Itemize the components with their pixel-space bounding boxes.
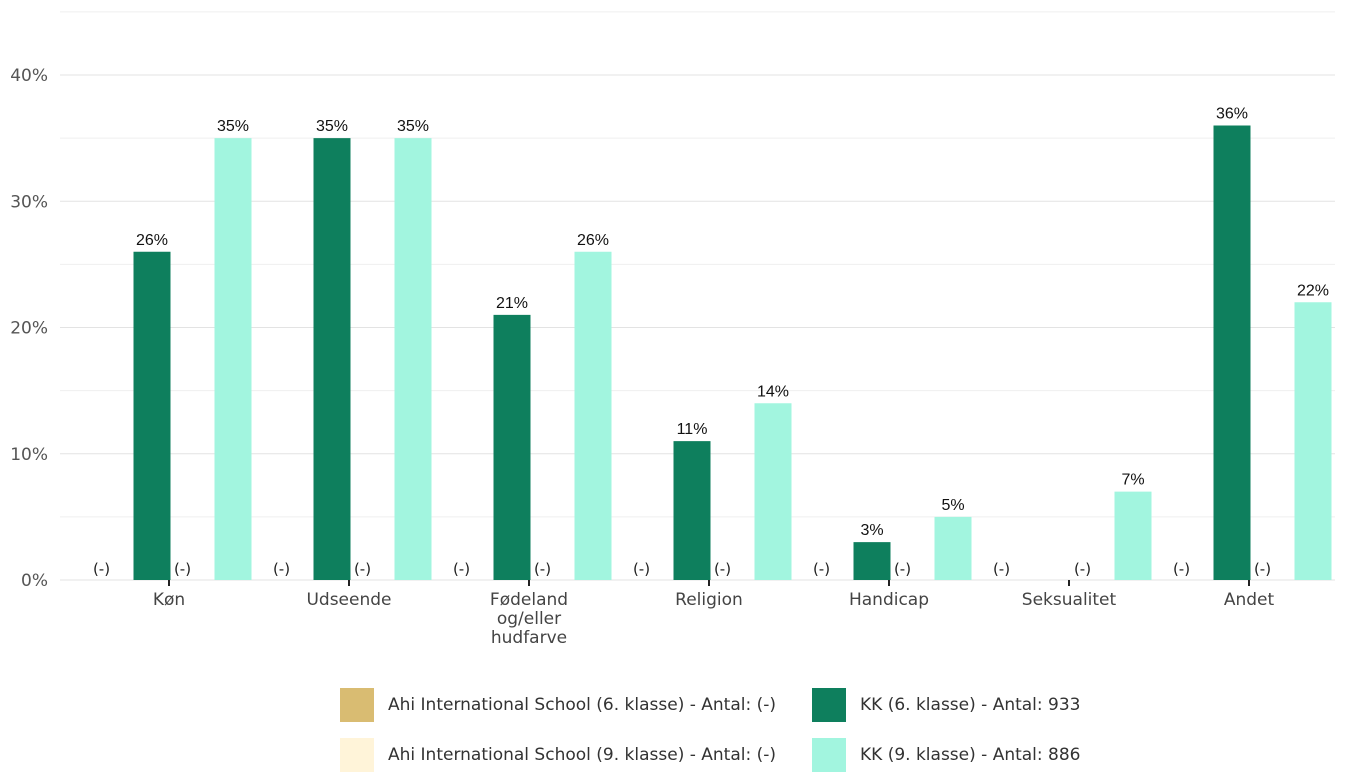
na-label: (-) bbox=[354, 560, 371, 578]
data-label: 14% bbox=[757, 383, 789, 400]
data-label: 36% bbox=[1216, 106, 1248, 123]
y-tick-label: 40% bbox=[10, 66, 48, 86]
na-label: (-) bbox=[93, 560, 110, 578]
bar bbox=[673, 441, 711, 580]
na-label: (-) bbox=[534, 560, 551, 578]
na-label: (-) bbox=[633, 560, 650, 578]
bar bbox=[574, 251, 612, 580]
legend-item-ahi-9[interactable]: Ahi International School (9. klasse) - A… bbox=[340, 738, 776, 772]
bar bbox=[133, 251, 171, 580]
legend-label: Ahi International School (9. klasse) - A… bbox=[388, 745, 777, 765]
na-label: (-) bbox=[1074, 560, 1091, 578]
na-label: (-) bbox=[273, 560, 290, 578]
data-label: 26% bbox=[577, 232, 609, 249]
bar bbox=[1213, 125, 1251, 580]
legend-swatch bbox=[812, 688, 846, 722]
data-label: 35% bbox=[217, 118, 249, 135]
na-label: (-) bbox=[813, 560, 830, 578]
na-label: (-) bbox=[894, 560, 911, 578]
y-axis-ticks: 0% 10% 20% 30% 40% bbox=[10, 66, 48, 591]
category-label: Handicap bbox=[849, 590, 929, 610]
legend-swatch bbox=[340, 738, 374, 772]
legend-swatch bbox=[812, 738, 846, 772]
bar bbox=[754, 403, 792, 580]
na-label: (-) bbox=[174, 560, 191, 578]
data-label: 35% bbox=[316, 118, 348, 135]
category-label: Fødeland bbox=[490, 590, 568, 610]
bar bbox=[214, 138, 252, 580]
gridlines bbox=[60, 11, 1335, 581]
na-label: (-) bbox=[1254, 560, 1271, 578]
data-label: 35% bbox=[397, 118, 429, 135]
legend-item-kk-6[interactable]: KK (6. klasse) - Antal: 933 bbox=[812, 688, 1080, 722]
legend-label: Ahi International School (6. klasse) - A… bbox=[388, 695, 777, 715]
na-label: (-) bbox=[453, 560, 470, 578]
data-label: 3% bbox=[860, 522, 883, 539]
category-label: Andet bbox=[1224, 590, 1275, 610]
y-tick-label: 10% bbox=[10, 445, 48, 465]
data-label: 21% bbox=[496, 295, 528, 312]
na-label: (-) bbox=[714, 560, 731, 578]
legend-label: KK (9. klasse) - Antal: 886 bbox=[860, 745, 1081, 765]
y-tick-label: 0% bbox=[21, 571, 48, 591]
data-label: 5% bbox=[941, 497, 964, 514]
na-label: (-) bbox=[1173, 560, 1190, 578]
category-label: Udseende bbox=[306, 590, 391, 610]
bar bbox=[1294, 302, 1332, 580]
legend-swatch bbox=[340, 688, 374, 722]
legend-label: KK (6. klasse) - Antal: 933 bbox=[860, 695, 1081, 715]
y-tick-label: 20% bbox=[10, 319, 48, 339]
data-label: 26% bbox=[136, 232, 168, 249]
category-label: Seksualitet bbox=[1022, 590, 1117, 610]
category-label: Religion bbox=[675, 590, 743, 610]
category-label: Køn bbox=[153, 590, 185, 610]
bar bbox=[493, 314, 531, 580]
data-label: 11% bbox=[677, 421, 708, 438]
data-label: 22% bbox=[1297, 282, 1329, 299]
bar bbox=[313, 138, 351, 580]
data-label: 7% bbox=[1121, 472, 1144, 489]
legend-item-kk-9[interactable]: KK (9. klasse) - Antal: 886 bbox=[812, 738, 1080, 772]
category-label: hudfarve bbox=[491, 628, 567, 648]
bar-chart: 0%10%20%30%40% (-)26%(-)35%(-)35%(-)35%(… bbox=[10, 11, 1335, 648]
bar bbox=[1114, 491, 1152, 580]
category-label: og/eller bbox=[497, 609, 561, 629]
y-tick-label: 30% bbox=[10, 192, 48, 212]
bar bbox=[853, 542, 891, 580]
bars: (-) 26% (-) 35% (-) 35% (-) 35% (-) 21% (-) 26% (-) 1… bbox=[93, 106, 1332, 580]
na-label: (-) bbox=[993, 560, 1010, 578]
bar bbox=[394, 138, 432, 580]
legend-item-ahi-6[interactable]: Ahi International School (6. klasse) - A… bbox=[340, 688, 776, 722]
bar bbox=[934, 516, 972, 580]
